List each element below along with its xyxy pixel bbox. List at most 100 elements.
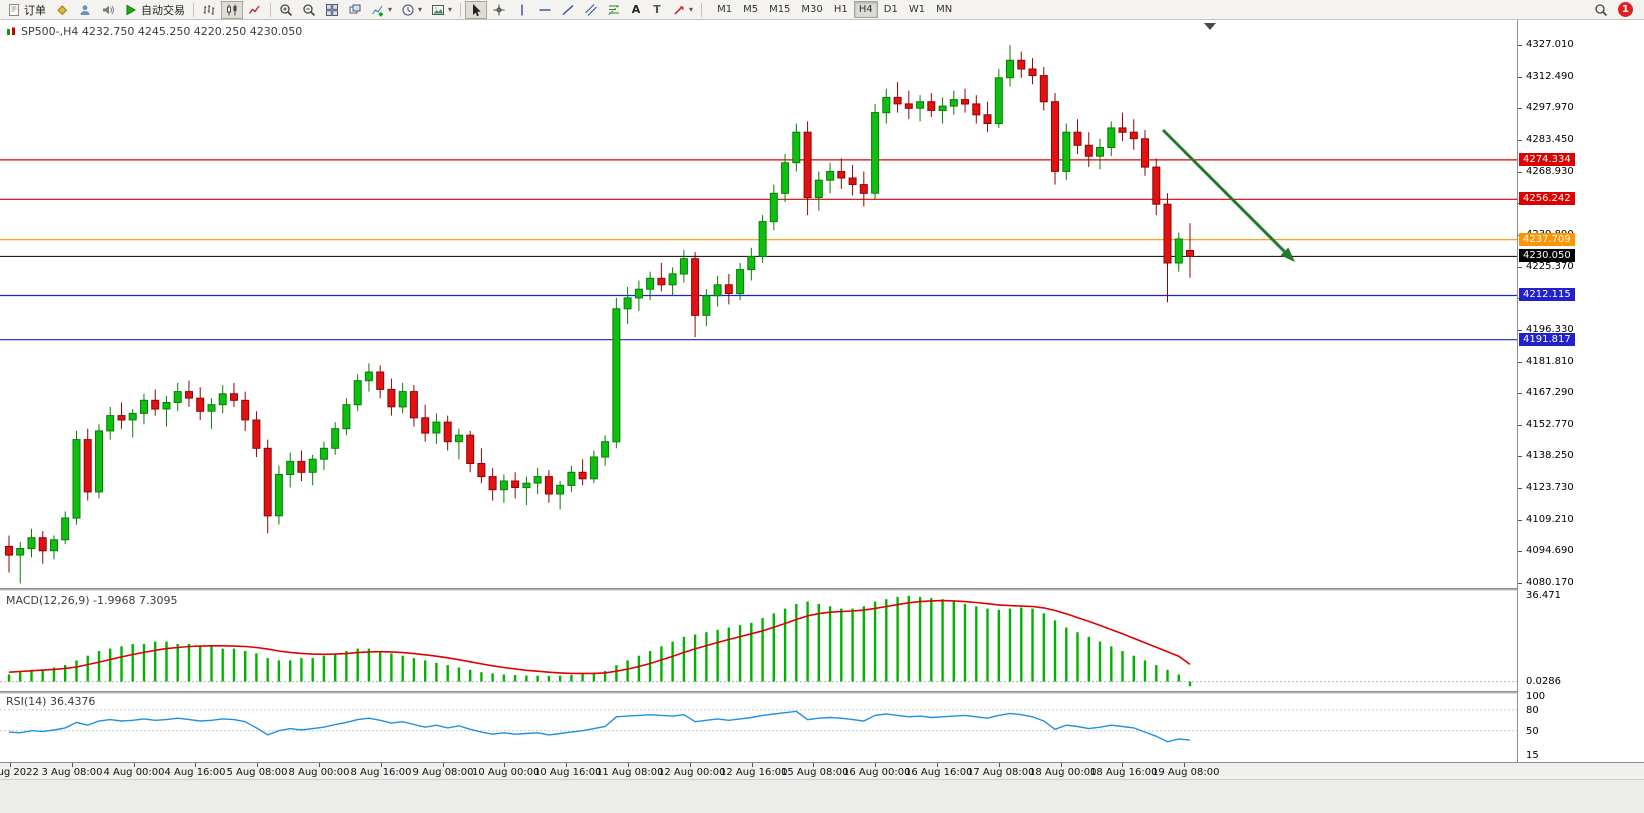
zoom-in-button[interactable] [275, 1, 297, 19]
candle-body [859, 184, 868, 194]
new-order-label: 订单 [24, 3, 46, 17]
candle-body [1141, 138, 1149, 168]
community-button[interactable] [74, 1, 96, 19]
label-tool-button[interactable]: T [647, 1, 667, 19]
candle-body [961, 99, 969, 105]
macd-signal-line [8, 599, 1191, 675]
fibonacci-icon [608, 4, 620, 15]
new-order-button[interactable]: 订单 [3, 1, 50, 19]
price-scale-label: 4181.810 [1526, 356, 1574, 367]
macd-histogram-bar [154, 641, 157, 682]
price-scale[interactable]: 4327.010 4312.490 4297.970 4283.450 4268.930… [1517, 20, 1644, 762]
candle-body [252, 419, 261, 449]
cursor-tool-button[interactable] [465, 0, 488, 19]
crosshair-tool-button[interactable] [488, 1, 510, 19]
price-scale-label: 4225.370 [1526, 261, 1574, 272]
trend-arrow-head[interactable] [1280, 247, 1296, 263]
macd-histogram-bar [693, 634, 697, 682]
tile-windows-button[interactable] [321, 1, 343, 19]
trendline-tool-button[interactable] [557, 1, 579, 19]
timeframe-mn-button[interactable]: MN [931, 1, 957, 18]
candle-body [207, 404, 216, 412]
periods-button[interactable]: ▾ [397, 1, 426, 19]
time-axis-tick [504, 763, 505, 767]
macd-histogram-bar [480, 672, 483, 682]
macd-histogram-bar [1143, 660, 1147, 682]
timeframe-m15-button[interactable]: M15 [764, 1, 795, 18]
timeframe-h1-button[interactable]: H1 [829, 1, 853, 18]
macd-panel[interactable] [0, 591, 1517, 691]
macd-histogram-bar [941, 599, 944, 682]
clock-icon [402, 4, 414, 15]
timeframe-m1-button[interactable]: M1 [712, 1, 737, 18]
main-price-chart[interactable] [0, 20, 1517, 588]
macd-histogram-bar [795, 603, 798, 682]
level-price-badge: 4274.334 [1519, 153, 1575, 166]
indicators-button[interactable]: ▾ [367, 1, 396, 19]
timeframe-m30-button[interactable]: M30 [796, 1, 827, 18]
autotrading-button[interactable]: 自动交易 [120, 1, 189, 19]
candle-body [1084, 144, 1093, 157]
zoom-out-button[interactable] [298, 1, 320, 19]
macd-histogram-bar [918, 596, 922, 682]
bar-chart-mode-button[interactable] [198, 1, 220, 19]
rsi-scale-label: 50 [1526, 726, 1539, 737]
macd-histogram-bar [1177, 674, 1180, 682]
macd-histogram-bar [1076, 632, 1079, 682]
cascade-windows-button[interactable] [344, 1, 366, 19]
timeframe-d1-button[interactable]: D1 [879, 1, 903, 18]
macd-histogram-bar [840, 608, 843, 682]
macd-histogram-bar [64, 665, 67, 682]
candle-body [938, 105, 947, 111]
notification-badge[interactable]: 1 [1618, 2, 1633, 17]
community-icon [80, 4, 90, 15]
panel-resize-divider[interactable] [0, 691, 1644, 694]
macd-histogram-bar [131, 643, 134, 682]
zoom-in-icon [280, 3, 293, 16]
macd-histogram-bar [750, 622, 753, 682]
candle-body [50, 539, 58, 552]
price-scale-tick [1518, 140, 1522, 141]
macd-histogram-bar [446, 665, 449, 682]
horizontal-line-tool-button[interactable] [534, 1, 556, 19]
arrows-tool-button[interactable]: ▾ [668, 1, 697, 19]
candle-body [387, 388, 396, 408]
time-axis-tick [72, 763, 73, 767]
timeframe-w1-button[interactable]: W1 [904, 1, 930, 18]
macd-histogram-bar [311, 658, 314, 682]
candle-body [916, 101, 925, 109]
news-button[interactable] [97, 1, 119, 19]
panel-resize-divider[interactable] [0, 588, 1644, 591]
rsi-scale-label: 80 [1526, 705, 1539, 716]
trend-arrow[interactable] [1161, 128, 1286, 253]
macd-histogram-bar [648, 651, 652, 682]
candle-body [511, 480, 520, 488]
rsi-panel[interactable] [0, 694, 1517, 759]
vertical-line-tool-button[interactable] [511, 1, 533, 19]
macd-histogram-bar [266, 658, 269, 682]
candle-body [1186, 250, 1194, 257]
candle-chart-mode-button[interactable] [221, 0, 243, 19]
timeframe-m5-button[interactable]: M5 [738, 1, 763, 18]
candle-body [319, 447, 328, 460]
line-chart-icon [248, 5, 260, 14]
search-button[interactable] [1590, 1, 1612, 19]
fibonacci-tool-button[interactable] [603, 1, 625, 19]
candle-body [1174, 238, 1183, 264]
candle-body [16, 548, 25, 556]
macd-histogram-bar [345, 651, 348, 682]
candle-body [634, 288, 643, 299]
time-axis-tick [752, 763, 753, 767]
chart-title: SP500-,H4 4232.750 4245.250 4220.250 423… [6, 25, 302, 38]
templates-button[interactable]: ▾ [427, 1, 456, 19]
chart-profile-button[interactable] [51, 1, 73, 19]
timeframe-h4-button[interactable]: H4 [853, 1, 878, 18]
channel-tool-button[interactable] [580, 1, 602, 19]
macd-histogram-bar [705, 632, 708, 682]
line-chart-mode-button[interactable] [244, 1, 266, 19]
chart-shift-marker[interactable] [1204, 23, 1216, 30]
text-tool-button[interactable]: A [626, 1, 646, 19]
macd-histogram-bar [1020, 607, 1023, 682]
macd-histogram-bar [783, 608, 787, 682]
